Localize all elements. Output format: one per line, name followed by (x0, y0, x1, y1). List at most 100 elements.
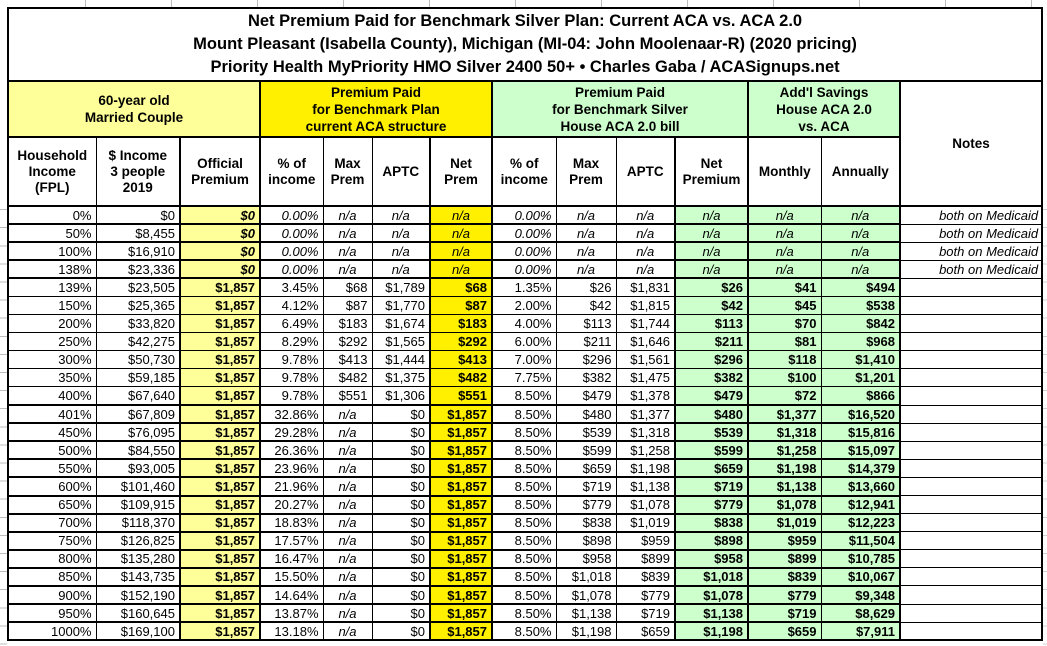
cell[interactable]: $1,019 (747, 513, 822, 533)
cell[interactable]: $599 (555, 440, 617, 461)
cell[interactable] (899, 531, 1043, 551)
cell[interactable]: $0 (95, 205, 181, 226)
cell[interactable]: n/a (322, 440, 373, 461)
cell[interactable]: $1,258 (615, 440, 676, 461)
cell[interactable]: $1,018 (674, 567, 749, 587)
cell[interactable]: $1,857 (179, 386, 261, 407)
cell[interactable]: n/a (322, 458, 373, 479)
cell[interactable]: $551 (322, 386, 373, 407)
cell[interactable]: $50,730 (95, 350, 181, 370)
cell[interactable]: n/a (747, 223, 822, 244)
cell[interactable]: $1,018 (555, 567, 617, 587)
cell[interactable]: 50% (7, 223, 97, 244)
cell[interactable]: 300% (7, 350, 97, 370)
cell[interactable]: both on Medicaid (899, 223, 1043, 243)
cell[interactable]: $59,185 (95, 368, 181, 388)
cell[interactable]: $1,789 (371, 277, 431, 297)
cell[interactable]: n/a (371, 205, 431, 226)
cell[interactable]: $100 (747, 368, 822, 388)
cell[interactable]: $23,336 (95, 259, 181, 280)
cell[interactable] (899, 295, 1043, 316)
cell[interactable]: n/a (322, 603, 373, 624)
cell[interactable]: $42 (674, 295, 749, 316)
cell[interactable]: 100% (7, 241, 97, 262)
cell[interactable]: 0.00% (259, 259, 324, 280)
cell[interactable]: 650% (7, 494, 97, 515)
cell[interactable]: $0 (371, 458, 431, 479)
cell[interactable]: $1,198 (615, 458, 676, 479)
cell[interactable]: $1,475 (615, 368, 676, 388)
cell[interactable]: $15,816 (820, 422, 901, 443)
cell[interactable]: 8.50% (491, 440, 557, 461)
cell[interactable]: $659 (747, 621, 822, 642)
cell[interactable]: n/a (555, 241, 617, 262)
cell[interactable]: $160,645 (95, 603, 181, 624)
cell[interactable]: $135,280 (95, 549, 181, 569)
cell[interactable]: $1,857 (179, 585, 261, 606)
cell[interactable]: $211 (555, 332, 617, 352)
cell[interactable]: n/a (674, 205, 749, 226)
cell[interactable]: n/a (747, 259, 822, 280)
cell[interactable]: $11,504 (820, 531, 901, 551)
cell[interactable]: 8.50% (491, 549, 557, 569)
column-header-aca-pct-income[interactable]: % of income (259, 136, 324, 207)
cell[interactable]: $1,857 (179, 350, 261, 370)
cell[interactable] (899, 567, 1043, 587)
cell[interactable]: $0 (371, 494, 431, 515)
cell[interactable] (899, 621, 1043, 641)
cell[interactable] (899, 458, 1043, 478)
cell[interactable] (899, 513, 1043, 533)
cell[interactable]: $10,067 (820, 567, 901, 587)
column-header-aca-aptc[interactable]: APTC (371, 136, 431, 207)
cell[interactable]: $16,910 (95, 241, 181, 262)
cell[interactable]: $842 (820, 314, 901, 334)
cell[interactable]: $719 (555, 476, 617, 497)
cell[interactable]: 1000% (7, 621, 97, 642)
cell[interactable]: 0.00% (491, 259, 557, 280)
cell[interactable]: $1,857 (429, 621, 493, 642)
cell[interactable]: 750% (7, 531, 97, 551)
cell[interactable]: $1,198 (747, 458, 822, 479)
cell[interactable]: $413 (322, 350, 373, 370)
cell[interactable]: $1,198 (555, 621, 617, 642)
cell[interactable]: n/a (371, 241, 431, 262)
cell[interactable]: $382 (555, 368, 617, 388)
cell[interactable]: $1,318 (747, 422, 822, 443)
cell[interactable]: 8.29% (259, 332, 324, 352)
cell[interactable]: 0% (7, 205, 97, 226)
cell[interactable]: $10,785 (820, 549, 901, 569)
cell[interactable]: 3.45% (259, 277, 324, 297)
cell[interactable]: $0 (371, 404, 431, 425)
cell[interactable] (899, 494, 1043, 515)
group-header-savings[interactable]: Add'l Savings House ACA 2.0 vs. ACA (747, 80, 901, 138)
cell[interactable]: 7.00% (491, 350, 557, 370)
cell[interactable]: $292 (429, 332, 493, 352)
cell[interactable]: n/a (322, 549, 373, 569)
cell[interactable]: $1,201 (820, 368, 901, 388)
cell[interactable]: n/a (747, 241, 822, 262)
cell[interactable]: $152,190 (95, 585, 181, 606)
cell[interactable]: $0 (371, 440, 431, 461)
cell[interactable]: $779 (747, 585, 822, 606)
column-header-fpl[interactable]: Household Income (FPL) (7, 136, 97, 207)
cell[interactable]: $101,460 (95, 476, 181, 497)
cell[interactable]: $866 (820, 386, 901, 407)
cell[interactable]: 250% (7, 332, 97, 352)
cell[interactable]: $479 (555, 386, 617, 407)
cell[interactable]: $482 (322, 368, 373, 388)
cell[interactable]: $1,857 (429, 585, 493, 606)
cell[interactable]: $1,857 (179, 277, 261, 297)
cell[interactable]: $25,365 (95, 295, 181, 316)
group-header-aca-2-0[interactable]: Premium Paid for Benchmark Silver House … (491, 80, 749, 138)
cell[interactable]: 500% (7, 440, 97, 461)
cell[interactable]: $1,857 (179, 513, 261, 533)
cell[interactable]: 21.96% (259, 476, 324, 497)
cell[interactable]: n/a (820, 259, 901, 280)
cell[interactable]: $0 (371, 476, 431, 497)
cell[interactable]: $67,640 (95, 386, 181, 407)
cell[interactable]: $899 (747, 549, 822, 569)
cell[interactable]: $719 (747, 603, 822, 624)
cell[interactable]: 20.27% (259, 494, 324, 515)
cell[interactable]: 0.00% (491, 223, 557, 244)
cell[interactable]: $183 (322, 314, 373, 334)
